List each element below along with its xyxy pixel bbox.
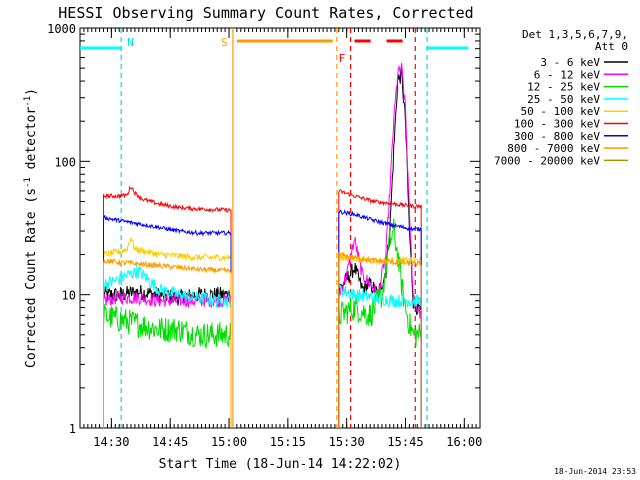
series-line-1 bbox=[103, 291, 232, 428]
legend-label-3: 25 - 50 keV bbox=[527, 93, 600, 106]
series-line-2 bbox=[338, 218, 422, 428]
y-axis-ticks: 1 10 100 1000 bbox=[47, 22, 480, 436]
series-line-6 bbox=[103, 214, 232, 428]
marker-label-f: F bbox=[339, 52, 346, 65]
y-axis-label-mid: detector bbox=[24, 107, 39, 178]
legend-header-2: Att 0 bbox=[595, 40, 628, 53]
y-tick-label: 1000 bbox=[47, 22, 76, 36]
y-axis-label-end: ) bbox=[24, 88, 39, 96]
series-line-7 bbox=[103, 258, 232, 428]
legend-label-6: 300 - 800 keV bbox=[514, 130, 600, 143]
footer-timestamp: 18-Jun-2014 23:53 bbox=[554, 467, 636, 476]
y-axis-label: Corrected Count Rate (s-1 detector-1) bbox=[23, 88, 39, 368]
series-line-5 bbox=[338, 188, 422, 428]
series-line-3 bbox=[103, 266, 232, 428]
x-tick-label: 15:45 bbox=[387, 435, 423, 449]
legend-header-1: Det 1,3,5,6,7,9, bbox=[522, 28, 628, 41]
x-tick-label: 14:45 bbox=[152, 435, 188, 449]
series-line-3 bbox=[338, 283, 422, 428]
legend-label-0: 3 - 6 keV bbox=[540, 56, 600, 69]
series-line-0 bbox=[338, 67, 422, 428]
marker-lines: N S F bbox=[80, 28, 469, 428]
series-lines bbox=[103, 62, 422, 428]
marker-label-n: N bbox=[127, 36, 134, 49]
legend-label-5: 100 - 300 keV bbox=[514, 118, 600, 131]
x-tick-label: 14:30 bbox=[93, 435, 129, 449]
x-tick-label: 15:00 bbox=[211, 435, 247, 449]
y-tick-label: 1 bbox=[69, 422, 76, 436]
series-line-4 bbox=[103, 237, 232, 428]
series-line-5 bbox=[103, 185, 232, 428]
series-line-7 bbox=[338, 251, 422, 428]
legend-label-7: 800 - 7000 keV bbox=[507, 142, 600, 155]
x-tick-label: 16:00 bbox=[446, 435, 482, 449]
x-tick-label: 15:30 bbox=[329, 435, 365, 449]
legend-label-1: 6 - 12 keV bbox=[534, 68, 601, 81]
chart-title: HESSI Observing Summary Count Rates, Cor… bbox=[58, 4, 473, 22]
legend-label-4: 50 - 100 keV bbox=[521, 105, 601, 118]
series-line-6 bbox=[338, 209, 422, 428]
y-tick-label: 10 bbox=[62, 289, 76, 303]
y-axis-label-sup1: -1 bbox=[23, 177, 33, 188]
x-axis-label: Start Time (18-Jun-14 14:22:02) bbox=[159, 457, 402, 472]
y-axis-label-main: Corrected Count Rate (s bbox=[24, 188, 39, 368]
y-axis-label-sup2: -1 bbox=[23, 96, 33, 107]
x-tick-label: 15:15 bbox=[270, 435, 306, 449]
series-line-2 bbox=[103, 303, 232, 428]
legend-label-8: 7000 - 20000 keV bbox=[494, 154, 600, 167]
x-axis-ticks: 14:30 14:45 15:00 15:15 15:30 15:45 16:00 bbox=[79, 28, 482, 449]
legend-label-2: 12 - 25 keV bbox=[527, 81, 600, 94]
marker-label-s: S bbox=[221, 36, 228, 49]
y-tick-label: 100 bbox=[54, 155, 76, 169]
